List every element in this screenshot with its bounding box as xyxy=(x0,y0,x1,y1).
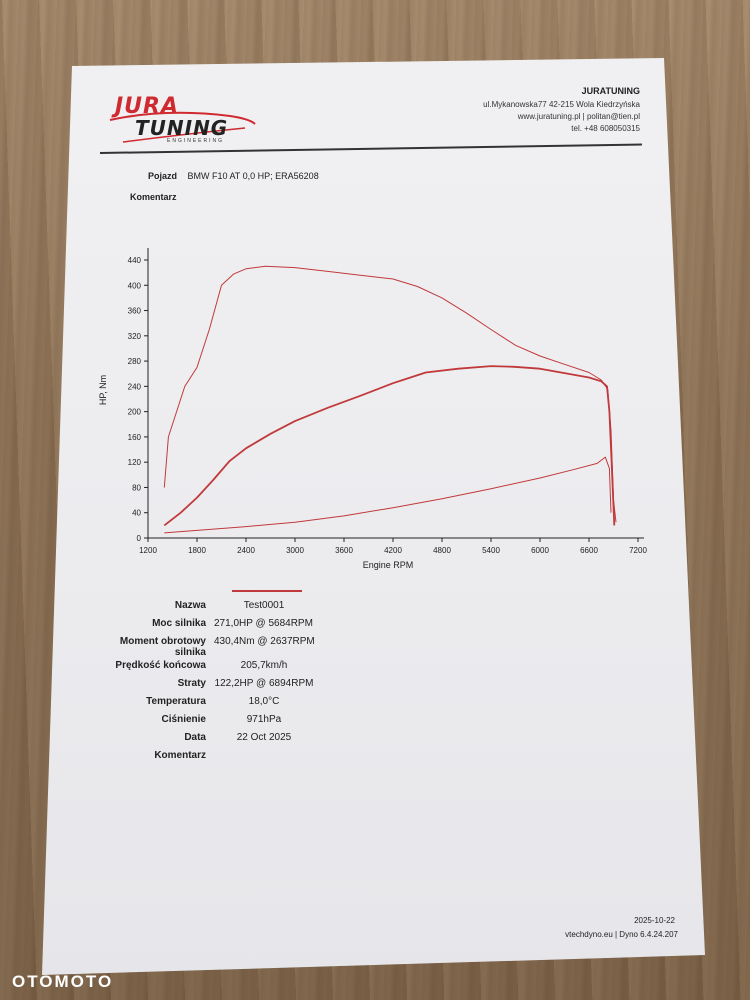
result-label: Data xyxy=(184,732,206,743)
result-label: Moc silnika xyxy=(152,618,206,629)
y-tick-label: 160 xyxy=(128,433,142,442)
vehicle-label: Pojazd xyxy=(148,171,178,181)
watermark: OTOMOTO xyxy=(12,972,114,991)
y-tick-label: 400 xyxy=(128,281,142,290)
company-info: JURATUNING ul.Mykanowska77 42-215 Wola K… xyxy=(430,86,640,133)
result-row: Temperatura 18,0°C xyxy=(96,696,396,707)
x-tick-label: 4800 xyxy=(433,546,451,555)
result-value: 971hPa xyxy=(246,714,282,725)
chart-curves xyxy=(163,265,617,534)
company-address: ul.Mykanowska77 42-215 Wola Kiedrzyńska xyxy=(483,100,640,109)
x-tick-label: 1800 xyxy=(188,546,206,555)
y-tick-label: 280 xyxy=(128,357,142,366)
logo-tagline: ENGINEERING xyxy=(167,138,225,144)
result-row: Data 22 Oct 2025 xyxy=(96,732,396,743)
footer-date: 2025-10-22 xyxy=(634,916,675,925)
result-row: Ciśnienie 971hPa xyxy=(96,714,396,725)
x-tick-label: 6000 xyxy=(531,546,549,555)
x-tick-label: 4200 xyxy=(384,546,402,555)
x-tick-label: 7200 xyxy=(629,546,647,555)
result-label: Straty xyxy=(177,678,206,689)
result-label: Nazwa xyxy=(174,600,206,611)
y-tick-label: 240 xyxy=(128,382,142,391)
result-row: Moment obrotowy silnika 430,4Nm @ 2637RPM xyxy=(96,636,396,658)
torque-curve xyxy=(163,265,617,523)
y-axis-title: HP, Nm xyxy=(98,375,108,405)
result-row: Nazwa Test0001 xyxy=(96,600,396,611)
company-name: JURATUNING xyxy=(581,86,640,96)
power-curve xyxy=(163,365,616,527)
y-tick-label: 440 xyxy=(128,256,142,265)
result-value: 205,7km/h xyxy=(240,660,288,671)
result-row: Straty 122,2HP @ 6894RPM xyxy=(96,678,396,689)
y-tick-label: 120 xyxy=(128,458,142,467)
results-table: Nazwa Test0001 Moc silnika 271,0HP @ 5684RP… xyxy=(96,600,396,768)
y-tick-label: 40 xyxy=(132,509,141,518)
y-tick-label: 0 xyxy=(137,534,142,543)
result-label: Komentarz xyxy=(154,750,206,761)
chart-axes: 0 40 80 120 160 200 240 280 320 360 400 440 1200 1800… xyxy=(128,248,647,555)
result-label: Temperatura xyxy=(146,696,206,707)
result-value: 271,0HP @ 5684RPM xyxy=(214,618,313,629)
result-value: 122,2HP @ 6894RPM xyxy=(214,678,314,689)
result-row: Prędkość końcowa 205,7km/h xyxy=(96,660,396,671)
logo-text-bottom: TUNING xyxy=(135,116,229,140)
result-label: Prędkość końcowa xyxy=(115,660,206,671)
company-web-email: www.juratuning.pl | politan@tien.pl xyxy=(517,112,640,121)
legend-line xyxy=(232,590,302,592)
logo-swoosh-icon xyxy=(109,111,256,143)
result-value: Test0001 xyxy=(243,600,285,611)
y-tick-label: 360 xyxy=(128,307,142,316)
result-value: 18,0°C xyxy=(248,696,280,707)
x-tick-label: 5400 xyxy=(482,546,500,555)
y-tick-label: 200 xyxy=(128,408,142,417)
x-axis-title: Engine RPM xyxy=(363,560,414,570)
comment-label: Komentarz xyxy=(130,192,177,202)
y-tick-label: 320 xyxy=(128,332,142,341)
result-label: Moment obrotowy silnika xyxy=(119,636,206,658)
vehicle-row: Pojazd BMW F10 AT 0,0 HP; ERA56208 xyxy=(148,166,319,184)
x-tick-label: 3600 xyxy=(335,546,353,555)
company-phone: tel. +48 608050315 xyxy=(571,124,640,133)
result-label: Ciśnienie xyxy=(161,714,206,725)
x-tick-label: 6600 xyxy=(580,546,598,555)
loss-curve xyxy=(164,456,612,534)
result-row: Moc silnika 271,0HP @ 5684RPM xyxy=(96,618,396,629)
x-tick-label: 1200 xyxy=(139,546,157,555)
y-tick-label: 80 xyxy=(132,483,141,492)
company-logo: JURA TUNING ENGINEERING xyxy=(105,94,265,154)
footer-software: vtechdyno.eu | Dyno 6.4.24.207 xyxy=(565,930,678,939)
result-row: Komentarz xyxy=(96,750,396,761)
vehicle-value: BMW F10 AT 0,0 HP; ERA56208 xyxy=(187,171,319,181)
result-value: 22 Oct 2025 xyxy=(236,732,292,743)
x-tick-label: 2400 xyxy=(237,546,255,555)
result-value: 430,4Nm @ 2637RPM xyxy=(214,636,315,647)
logo-text-top: JURA xyxy=(115,94,180,119)
dyno-chart: 0 40 80 120 160 200 240 280 320 360 400 440 1200 1800… xyxy=(98,248,647,570)
x-tick-label: 3000 xyxy=(286,546,304,555)
